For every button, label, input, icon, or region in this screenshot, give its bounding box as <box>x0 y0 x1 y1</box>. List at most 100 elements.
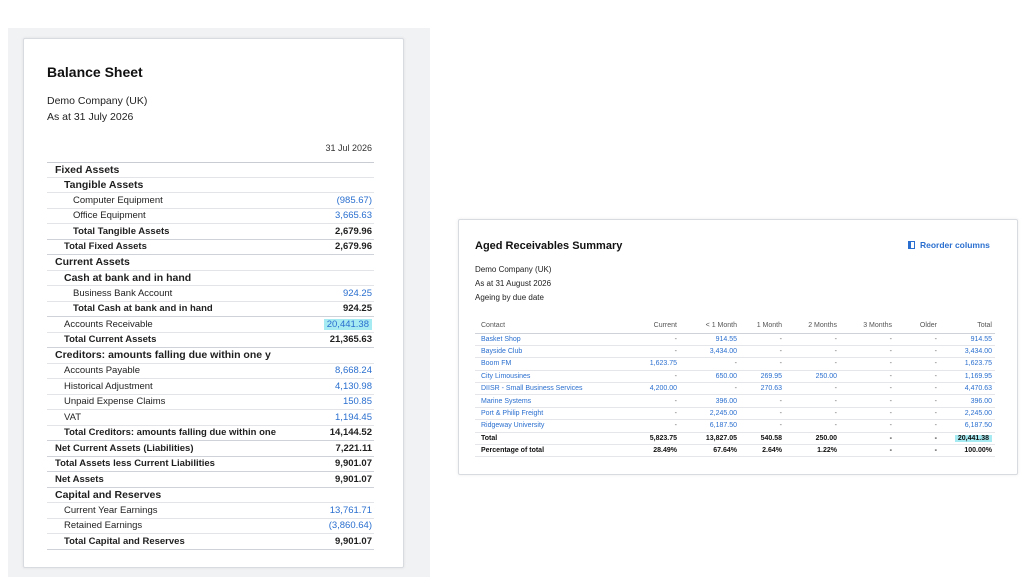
amount-cell[interactable]: 1,169.95 <box>940 370 995 384</box>
amount-cell: - <box>895 357 940 371</box>
amount-cell: 67.64% <box>680 443 740 458</box>
balance-sheet-date: As at 31 July 2026 <box>47 111 134 123</box>
amount-cell[interactable]: 6,187.50 <box>940 419 995 433</box>
amount-cell: - <box>625 394 680 408</box>
row-label: Total Capital and Reserves <box>64 535 185 547</box>
balance-sheet-row: Net Assets 9,901.07 <box>47 472 374 488</box>
balance-sheet-row: Business Bank Account 924.25 <box>47 286 374 302</box>
table-row: Bayside Club -3,434.00- - - -3,434.00 <box>475 345 995 359</box>
amount-cell: 13,827.05 <box>680 431 740 446</box>
column-header[interactable]: Contact <box>475 318 625 334</box>
amount-cell[interactable]: 914.55 <box>680 333 740 346</box>
amount-cell: - <box>625 370 680 384</box>
contact-cell[interactable]: Port & Philip Freight <box>475 407 625 421</box>
aged-receivables-ageing: Ageing by due date <box>475 293 544 302</box>
table-row: Percentage of total 28.49% 67.64% 2.64% 1.22… <box>475 443 995 458</box>
balance-sheet-row: Historical Adjustment 4,130.98 <box>47 379 374 395</box>
table-row: Marine Systems -396.00- - - -396.00 <box>475 394 995 408</box>
row-label: Business Bank Account <box>73 287 173 299</box>
account-value-link[interactable]: (3,860.64) <box>328 520 372 532</box>
amount-cell: - <box>895 394 940 408</box>
amount-cell[interactable]: 270.63 <box>740 382 785 396</box>
amount-cell[interactable]: 3,434.00 <box>680 345 740 359</box>
amount-cell: - <box>680 357 740 371</box>
contact-cell[interactable]: Ridgeway University <box>475 419 625 433</box>
amount-cell[interactable]: 4,200.00 <box>625 382 680 396</box>
amount-cell[interactable]: 1,623.75 <box>940 357 995 371</box>
account-value-link[interactable]: 924.25 <box>342 287 372 299</box>
contact-cell[interactable]: Basket Shop <box>475 333 625 346</box>
amount-cell: - <box>740 333 785 346</box>
row-value: 9,901.07 <box>335 473 372 485</box>
amount-cell: - <box>785 382 840 396</box>
amount-cell[interactable]: 269.95 <box>740 370 785 384</box>
aged-receivables-date: As at 31 August 2026 <box>475 279 552 288</box>
column-header[interactable]: 1 Month <box>740 318 785 334</box>
amount-cell: - <box>625 345 680 359</box>
table-row: Ridgeway University -6,187.50- - - -6,187.50 <box>475 419 995 433</box>
amount-cell: 540.58 <box>740 431 785 446</box>
amount-cell[interactable]: 1,623.75 <box>625 357 680 371</box>
balance-sheet-row: Creditors: amounts falling due within on… <box>47 348 374 364</box>
amount-cell: - <box>625 407 680 421</box>
account-value-link[interactable]: 4,130.98 <box>335 380 372 392</box>
balance-sheet-row: Total Fixed Assets 2,679.96 <box>47 240 374 255</box>
balance-sheet-title: Balance Sheet <box>47 64 143 80</box>
balance-sheet-row: Capital and Reserves <box>47 488 374 503</box>
account-value-link[interactable]: 3,665.63 <box>335 210 372 222</box>
row-value: 14,144.52 <box>329 427 372 439</box>
balance-sheet-row: Net Current Assets (Liabilities) 7,221.11 <box>47 441 374 457</box>
account-value-link[interactable]: 13,761.71 <box>329 504 372 516</box>
balance-sheet-row: Total Capital and Reserves 9,901.07 <box>47 534 374 550</box>
contact-cell[interactable]: City Limousines <box>475 370 625 384</box>
amount-cell[interactable]: 250.00 <box>785 370 840 384</box>
amount-cell: - <box>895 443 940 458</box>
amount-cell: - <box>785 407 840 421</box>
account-value-link[interactable]: (985.67) <box>336 194 372 206</box>
balance-sheet-row: Current Assets <box>47 255 374 271</box>
amount-cell: - <box>895 407 940 421</box>
amount-cell: 28.49% <box>625 443 680 458</box>
amount-cell: - <box>840 357 895 371</box>
amount-cell[interactable]: 650.00 <box>680 370 740 384</box>
account-value-link[interactable]: 1,194.45 <box>335 411 372 423</box>
contact-cell[interactable]: DIISR - Small Business Services <box>475 382 625 396</box>
amount-cell: - <box>625 419 680 433</box>
amount-cell[interactable]: 396.00 <box>940 394 995 408</box>
balance-sheet-company: Demo Company (UK) <box>47 95 148 107</box>
account-value-link[interactable]: 20,441.38 <box>323 318 372 330</box>
column-header[interactable]: Current <box>625 318 680 334</box>
amount-cell: - <box>680 382 740 396</box>
balance-sheet-row: Accounts Receivable 20,441.38 <box>47 317 374 333</box>
balance-sheet-rows: Fixed Assets Tangible Assets Computer Equi… <box>47 162 374 550</box>
table-row: City Limousines -650.00 269.95 250.00- -1,16… <box>475 370 995 384</box>
row-value: 924.25 <box>342 303 372 315</box>
amount-cell[interactable]: 2,245.00 <box>940 407 995 421</box>
amount-cell[interactable]: 4,470.63 <box>940 382 995 396</box>
contact-cell[interactable]: Boom FM <box>475 357 625 371</box>
amount-cell[interactable]: 2,245.00 <box>680 407 740 421</box>
row-label: Total Assets less Current Liabilities <box>55 458 215 470</box>
column-header[interactable]: 2 Months <box>785 318 840 334</box>
account-value-link[interactable]: 8,668.24 <box>335 365 372 377</box>
column-header[interactable]: 3 Months <box>840 318 895 334</box>
amount-cell: - <box>625 333 680 346</box>
amount-cell: 1.22% <box>785 443 840 458</box>
balance-sheet-row: Total Tangible Assets 2,679.96 <box>47 224 374 240</box>
column-header[interactable]: Older <box>895 318 940 334</box>
amount-cell[interactable]: 3,434.00 <box>940 345 995 359</box>
balance-sheet-row: Total Assets less Current Liabilities 9,9… <box>47 457 374 472</box>
amount-cell[interactable]: 6,187.50 <box>680 419 740 433</box>
column-header[interactable]: Total <box>940 318 995 334</box>
account-value-link[interactable]: 150.85 <box>342 396 372 408</box>
contact-cell[interactable]: Marine Systems <box>475 394 625 408</box>
column-header[interactable]: < 1 Month <box>680 318 740 334</box>
amount-cell[interactable]: 396.00 <box>680 394 740 408</box>
row-value: 2,679.96 <box>335 225 372 237</box>
contact-cell[interactable]: Bayside Club <box>475 345 625 359</box>
amount-cell: - <box>840 333 895 346</box>
amount-cell[interactable]: 914.55 <box>940 333 995 346</box>
row-label: Accounts Receivable <box>64 318 153 330</box>
row-label: Computer Equipment <box>73 194 163 206</box>
reorder-columns-button[interactable]: Reorder columns <box>908 240 990 250</box>
